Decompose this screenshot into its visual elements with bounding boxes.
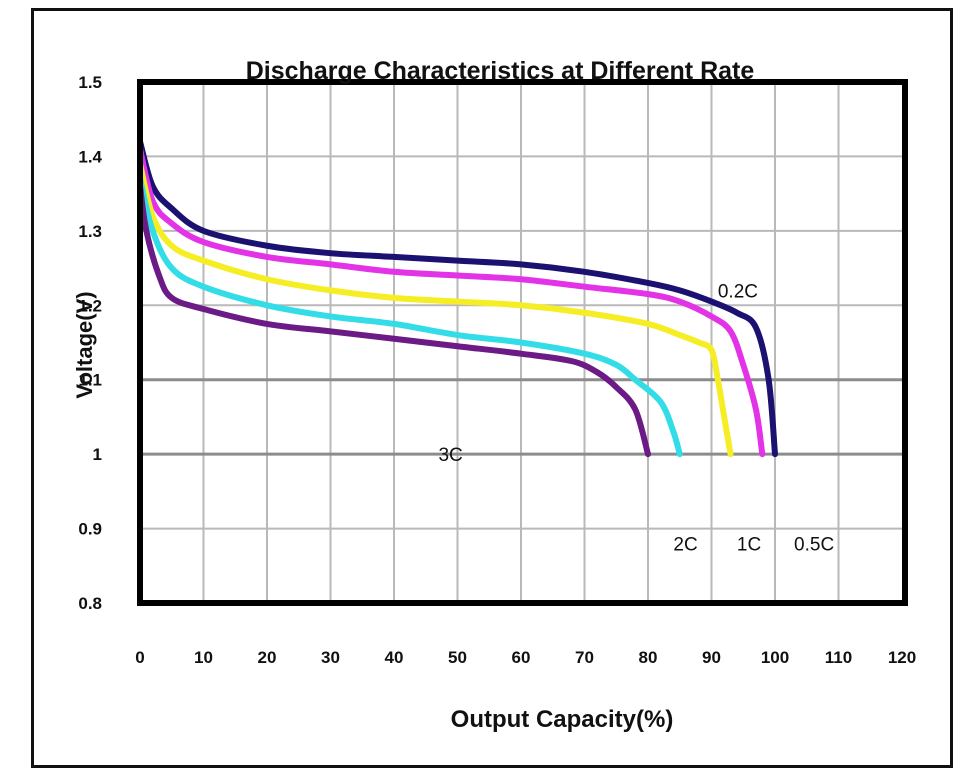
y-tick-label: 1.5: [78, 73, 102, 92]
chart-title: Discharge Characteristics at Different R…: [246, 57, 755, 85]
series-label: 2C: [673, 534, 697, 555]
plot-area-border: [137, 79, 908, 606]
series-line-0-2C: [137, 138, 778, 458]
series-label: 0.5C: [794, 534, 834, 555]
y-tick-label: 0.9: [78, 520, 102, 539]
x-axis-label: Output Capacity(%): [451, 706, 674, 733]
y-tick-label: 1.2: [78, 296, 102, 315]
x-tick-label: 20: [258, 648, 277, 667]
y-axis-ticks: 1.5 1.4 1.3 1.2 1.1 1 0.9 0.8: [78, 73, 102, 613]
discharge-chart: 1.5 1.4 1.3 1.2 1.1 1 0.9 0.8 0 10 20 30 40 50 60 70 80…: [72, 57, 916, 733]
series-annotations: 0.2C 3C 2C 1C 0.5C: [438, 281, 834, 555]
series-label: 1C: [737, 534, 761, 555]
series-line-3C: [137, 183, 651, 458]
x-tick-label: 40: [385, 648, 404, 667]
series-line-0-5C: [137, 145, 766, 458]
x-tick-label: 70: [575, 648, 594, 667]
x-tick-label: 110: [825, 648, 852, 667]
x-tick-label: 100: [761, 648, 789, 667]
y-axis-label: Voltage(V): [72, 291, 97, 398]
x-tick-label: 50: [448, 648, 467, 667]
series-label: 0.2C: [718, 281, 758, 302]
x-axis-ticks: 0 10 20 30 40 50 60 70 80 90 100 110 120: [135, 648, 916, 667]
y-tick-label: 1.1: [78, 371, 102, 390]
y-tick-label: 1.4: [78, 147, 102, 166]
y-tick-label: 1: [93, 445, 102, 464]
x-tick-label: 30: [321, 648, 340, 667]
grid: [140, 82, 905, 603]
x-tick-label: 10: [194, 648, 213, 667]
x-tick-label: 60: [512, 648, 531, 667]
x-tick-label: 0: [135, 648, 144, 667]
y-tick-label: 0.8: [78, 594, 102, 613]
series-label: 3C: [438, 445, 462, 466]
series-line-1C: [137, 160, 734, 458]
x-tick-label: 80: [639, 648, 658, 667]
y-tick-label: 1.3: [78, 222, 102, 241]
x-tick-label: 90: [702, 648, 721, 667]
x-tick-label: 120: [888, 648, 916, 667]
series-lines: [137, 138, 778, 458]
series-line-2C: [137, 175, 683, 458]
